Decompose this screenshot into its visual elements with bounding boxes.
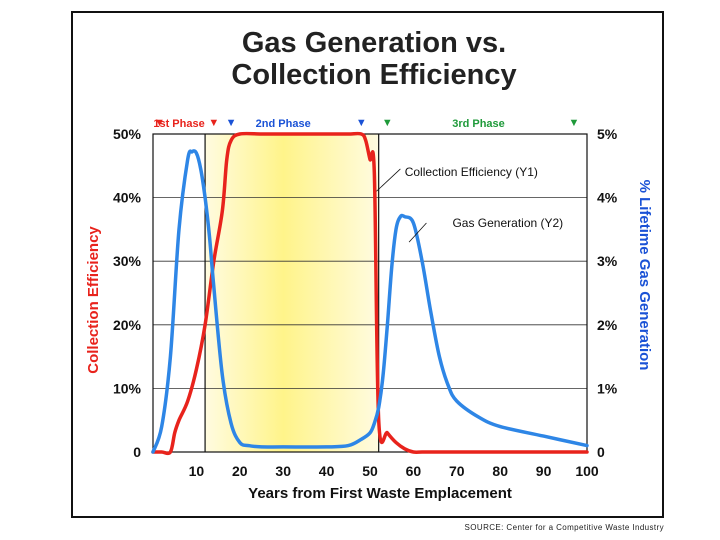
phase-label-1: 1st Phase [153, 118, 204, 130]
chart-title-line-2: Collection Efficiency [231, 59, 516, 91]
x-tick-30: 30 [275, 463, 291, 479]
x-tick-70: 70 [449, 463, 465, 479]
y-right-tick-3: 3% [597, 253, 618, 269]
plot-frame [152, 133, 588, 453]
annotation-collection-efficiency: Collection Efficiency (Y1) [405, 165, 538, 179]
phase-labels: 1st Phase▼ ▼ 2nd Phase▼ ▼ 3rd Phase▼ ▼ [153, 117, 579, 130]
annotation-2-leader [408, 222, 427, 243]
chart-title-line-1: Gas Generation vs. [242, 27, 506, 59]
x-tick-60: 60 [406, 463, 422, 479]
y-axis-right-title: % Lifetime Gas Generation [636, 180, 653, 371]
phase-1-marker-1: ▼ [154, 117, 165, 129]
y-axis-left-title: Collection Efficiency [85, 226, 102, 374]
x-tick-20: 20 [232, 463, 248, 479]
y-left-tick-2: 20% [113, 317, 142, 333]
annotations: Collection Efficiency (Y1) Gas Generation… [376, 165, 563, 243]
phase-1-marker-2: ▼ [208, 117, 219, 129]
gas-generation-line [151, 149, 589, 454]
annotation-gas-generation: Gas Generation (Y2) [452, 216, 563, 230]
x-tick-40: 40 [319, 463, 335, 479]
y-right-tick-0: 0 [597, 444, 605, 460]
phase-3-marker-1: ▼ [382, 117, 393, 129]
collection-efficiency-line [151, 131, 589, 456]
phase-label-2: 2nd Phase [256, 118, 311, 130]
x-tick-90: 90 [536, 463, 552, 479]
annotation-1-leader [376, 168, 401, 192]
x-tick-50: 50 [362, 463, 378, 479]
x-tick-80: 80 [492, 463, 508, 479]
y-left-tick-3: 30% [113, 253, 142, 269]
source-note: SOURCE: Center for a Competitive Waste I… [465, 523, 664, 532]
phase-2-marker-2: ▼ [356, 117, 367, 129]
x-axis-title: Years from First Waste Emplacement [248, 485, 512, 502]
y-left-tick-0: 0 [133, 444, 141, 460]
y-left-tick-4: 40% [113, 190, 142, 206]
x-tick-100: 100 [575, 463, 599, 479]
y-right-tick-1: 1% [597, 380, 618, 396]
y-left-tick-1: 10% [113, 380, 142, 396]
tick-labels: 0 10% 20% 30% 40% 50% 0 1% 2% 3% 4% 5% 10 20 30 40 50 60 7… [113, 126, 618, 479]
y-right-tick-5: 5% [597, 126, 618, 142]
y-right-tick-2: 2% [597, 317, 618, 333]
y-left-tick-5: 50% [113, 126, 142, 142]
x-tick-10: 10 [189, 463, 205, 479]
series-layer [151, 131, 589, 456]
phase-3-marker-2: ▼ [569, 117, 580, 129]
y-right-tick-4: 4% [597, 190, 618, 206]
phase-2-marker-1: ▼ [226, 117, 237, 129]
phase-label-3: 3rd Phase [452, 118, 505, 130]
phase-2-band [205, 134, 379, 452]
